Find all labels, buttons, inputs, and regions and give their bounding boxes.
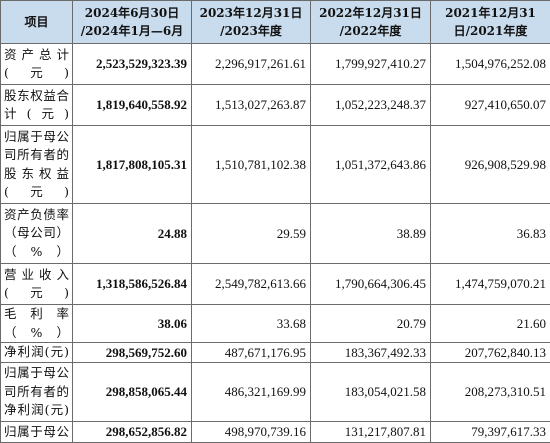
value-cell-current: 24.88 bbox=[73, 204, 192, 264]
row-label-line: （%） bbox=[4, 243, 69, 262]
table-header: 项目 2024年6月30日 /2024年1月—6月 2023年12月31日 /2… bbox=[1, 1, 550, 44]
header-line: /2024年1月—6月 bbox=[77, 22, 187, 40]
header-line: 日/2021年度 bbox=[435, 22, 546, 40]
row-label-line: (元) bbox=[4, 183, 69, 202]
value-cell: 487,671,176.95 bbox=[192, 343, 311, 363]
row-label: 归属于母公 bbox=[1, 422, 73, 443]
row-label-line: 股 东 权 益 bbox=[4, 165, 69, 184]
row-label: 营 业 收 入(元) bbox=[1, 264, 73, 305]
row-label-line: (元) bbox=[4, 284, 69, 303]
value-cell: 1,052,223,248.37 bbox=[311, 85, 431, 126]
value-cell: 207,762,840.13 bbox=[431, 343, 550, 363]
value-cell: 183,367,492.33 bbox=[311, 343, 431, 363]
value-cell: 208,273,310.51 bbox=[431, 363, 550, 422]
value-cell: 2,296,917,261.61 bbox=[192, 44, 311, 85]
value-cell: 79,397,617.33 bbox=[431, 422, 550, 443]
header-line: 2023年12月31日 bbox=[196, 4, 306, 22]
header-line: 2024年6月30日 bbox=[77, 4, 187, 22]
row-label: 资 产 总 计(元) bbox=[1, 44, 73, 85]
header-col-2024h1: 2024年6月30日 /2024年1月—6月 bbox=[73, 1, 192, 44]
row-label-line: 净利润(元) bbox=[4, 343, 69, 362]
value-cell-current: 1,819,640,558.92 bbox=[73, 85, 192, 126]
row-label: 归属于母公司所有者的净利润(元) bbox=[1, 363, 73, 422]
row-label: 资产负债率（母公司）（%） bbox=[1, 204, 73, 264]
header-line: /2022年度 bbox=[315, 22, 426, 40]
value-cell: 927,410,650.07 bbox=[431, 85, 550, 126]
row-label-line: 归属于母公 bbox=[4, 423, 69, 442]
value-cell: 498,970,739.16 bbox=[192, 422, 311, 443]
value-cell: 1,504,976,252.08 bbox=[431, 44, 550, 85]
value-cell: 29.59 bbox=[192, 204, 311, 264]
header-row: 项目 2024年6月30日 /2024年1月—6月 2023年12月31日 /2… bbox=[1, 1, 550, 44]
row-label: 归属于母公司所有者的股 东 权 益(元) bbox=[1, 126, 73, 204]
value-cell: 33.68 bbox=[192, 305, 311, 343]
value-cell: 20.79 bbox=[311, 305, 431, 343]
row-label-line: 营 业 收 入 bbox=[4, 266, 69, 285]
row-label: 净利润(元) bbox=[1, 343, 73, 363]
row-label-line: 毛利率（%） bbox=[4, 305, 69, 342]
header-line: 2022年12月31日 bbox=[315, 4, 426, 22]
row-label-line: 司所有者的 bbox=[4, 383, 69, 402]
row-label-line: 资 产 总 计 bbox=[4, 46, 69, 65]
value-cell: 1,510,781,102.38 bbox=[192, 126, 311, 204]
row-label-line: 股东权益合 bbox=[4, 87, 69, 106]
value-cell: 183,054,021.58 bbox=[311, 363, 431, 422]
value-cell-current: 1,817,808,105.31 bbox=[73, 126, 192, 204]
value-cell: 926,908,529.98 bbox=[431, 126, 550, 204]
header-item: 项目 bbox=[1, 1, 73, 44]
value-cell: 1,799,927,410.27 bbox=[311, 44, 431, 85]
value-cell-current: 2,523,529,323.39 bbox=[73, 44, 192, 85]
value-cell: 38.89 bbox=[311, 204, 431, 264]
value-cell: 131,217,807.81 bbox=[311, 422, 431, 443]
row-label-line: 资产负债率 bbox=[4, 206, 69, 225]
header-col-2022: 2022年12月31日 /2022年度 bbox=[311, 1, 431, 44]
row-label-line: 计(元) bbox=[4, 105, 69, 124]
value-cell: 36.83 bbox=[431, 204, 550, 264]
value-cell-current: 298,858,065.44 bbox=[73, 363, 192, 422]
header-col-2021: 2021年12月31 日/2021年度 bbox=[431, 1, 550, 44]
row-label-line: （母公司） bbox=[4, 224, 69, 243]
row-label-line: 司所有者的 bbox=[4, 146, 69, 165]
row-label: 股东权益合计(元) bbox=[1, 85, 73, 126]
value-cell: 21.60 bbox=[431, 305, 550, 343]
row-label-line: 归属于母公 bbox=[4, 364, 69, 383]
value-cell: 1,790,664,306.45 bbox=[311, 264, 431, 305]
value-cell-current: 298,652,856.82 bbox=[73, 422, 192, 443]
value-cell-current: 298,569,752.60 bbox=[73, 343, 192, 363]
value-cell: 1,513,027,263.87 bbox=[192, 85, 311, 126]
value-cell: 1,474,759,070.21 bbox=[431, 264, 550, 305]
row-label-line: 归属于母公 bbox=[4, 128, 69, 147]
header-col-2023: 2023年12月31日 /2023年度 bbox=[192, 1, 311, 44]
row-label: 毛利率（%） bbox=[1, 305, 73, 343]
header-line: 2021年12月31 bbox=[435, 4, 546, 22]
row-label-line: (元) bbox=[4, 64, 69, 83]
row-label-line: 净利润(元) bbox=[4, 401, 69, 420]
value-cell: 1,051,372,643.86 bbox=[311, 126, 431, 204]
value-cell-current: 1,318,586,526.84 bbox=[73, 264, 192, 305]
value-cell: 486,321,169.99 bbox=[192, 363, 311, 422]
header-line: /2023年度 bbox=[196, 22, 306, 40]
value-cell-current: 38.06 bbox=[73, 305, 192, 343]
value-cell: 2,549,782,613.66 bbox=[192, 264, 311, 305]
